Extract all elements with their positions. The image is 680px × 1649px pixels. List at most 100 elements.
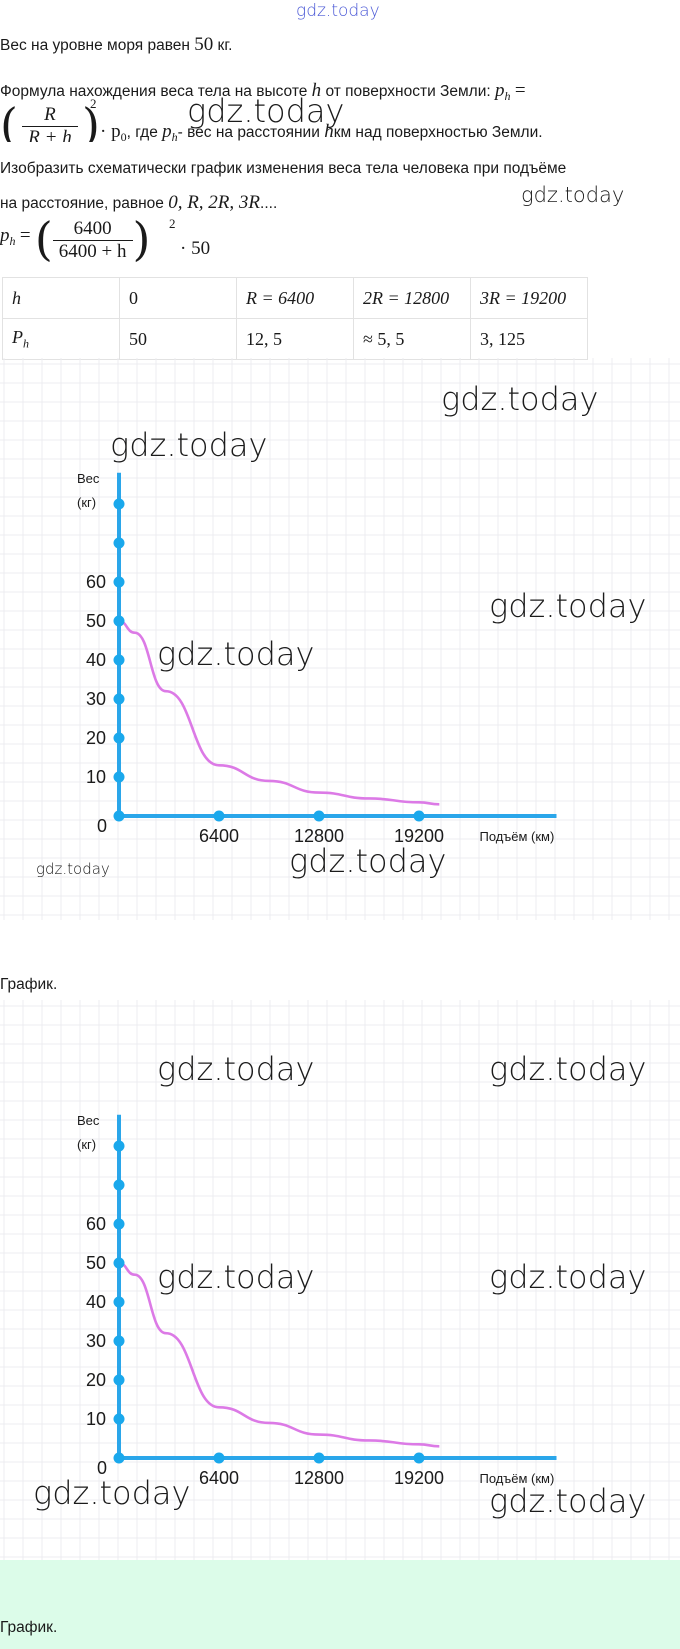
y-tick-label: 20 (86, 1370, 106, 1390)
text-fragment: на расстояние, равное (0, 195, 169, 212)
math-eq: = (514, 80, 526, 101)
y-tick-label: 0 (97, 1458, 107, 1478)
watermark-text: gdz.today (157, 635, 315, 673)
math-times: · p (100, 121, 121, 142)
table-cell: 50 (119, 318, 237, 360)
math-var: h (324, 121, 334, 142)
y-tick-dot (113, 693, 125, 705)
math-var: p (0, 225, 10, 246)
paren-open: ( (0, 100, 18, 142)
text-line-weight-sea-level: Вес на уровне моря равен 50 кг. (0, 34, 232, 56)
y-axis-title: Вес (77, 1113, 100, 1128)
y-tick-dot (113, 1452, 125, 1464)
y-tick-dot (113, 654, 125, 666)
row-header-main: P (12, 326, 23, 347)
y-tick-label: 10 (86, 767, 106, 787)
y-tick-dot (113, 1374, 125, 1386)
text-fragment: от поверхности Земли: (321, 83, 496, 100)
math-var: p (495, 80, 505, 101)
y-tick-dot (113, 1296, 125, 1308)
y-tick-dot (113, 810, 125, 822)
text-fragment: км над поверхностью Земли. (333, 124, 543, 141)
y-tick-dot (113, 771, 125, 783)
y-axis-title-unit: (кг) (77, 1137, 96, 1152)
table-row: Ph 50 12, 5 ≈ 5, 5 3, 125 (2, 318, 588, 360)
x-tick-label: 19200 (394, 1468, 444, 1488)
y-tick-dot (113, 615, 125, 627)
table-cell: ≈ 5, 5 (353, 318, 471, 360)
y-tick-dot (113, 1218, 125, 1230)
y-axis-title: Вес (77, 471, 100, 486)
x-tick-label: 6400 (199, 826, 239, 846)
watermark-text: gdz.today (441, 380, 599, 418)
weight-chart-2: 0 10 20 30 40 50 60 6400 12800 19200 Вес (кг) Подъём… (0, 1000, 680, 1560)
calc-times: · 50 (180, 238, 211, 259)
table-row: h 0 R = 6400 2R = 12800 3R = 19200 (2, 277, 588, 319)
table-cell: 3R = 19200 (470, 277, 588, 319)
table-row-header: Ph (2, 318, 120, 360)
y-tick-label: 60 (86, 1214, 106, 1234)
watermark-text: gdz.today (489, 1258, 647, 1296)
watermark-text: gdz.today (157, 1050, 315, 1088)
x-tick-label: 6400 (199, 1468, 239, 1488)
text-fragment: .... (260, 195, 278, 212)
text-line-formula-intro: Формула нахождения веса тела на высоте h… (0, 80, 526, 104)
chart-grid (0, 1000, 680, 1560)
text-fragment: - вес на расстоянии (177, 124, 325, 141)
x-axis-title: Подъём (км) (480, 1471, 555, 1486)
calc-exponent: 2 (169, 216, 176, 231)
y-tick-label: 40 (86, 1292, 106, 1312)
x-tick-dot (313, 810, 325, 822)
y-tick-dot (113, 1257, 125, 1269)
math-sub: h (9, 234, 16, 249)
y-tick-label: 60 (86, 572, 106, 592)
watermark-text: gdz.today (489, 1050, 647, 1088)
text-fragment: кг. (213, 37, 233, 54)
y-tick-label: 30 (86, 689, 106, 709)
math-sub: 0 (120, 130, 127, 145)
math-eq: = (19, 225, 31, 246)
x-tick-label: 19200 (394, 826, 444, 846)
formula-tail: · p0, где ph- вес на расстоянии hкм над … (100, 121, 543, 145)
y-tick-dot (113, 1140, 125, 1152)
y-tick-label: 50 (86, 611, 106, 631)
y-tick-dot (113, 498, 125, 510)
calc-fraction: 6400 6400 + h (52, 218, 133, 263)
y-tick-dot (113, 576, 125, 588)
watermark-text: gdz.today (489, 587, 647, 625)
text-task-line2: на расстояние, равное 0, R, 2R, 3R.... (0, 192, 277, 214)
calc-formula: ph = ( 6400 6400 + h ) (0, 216, 150, 273)
table-cell: 0 (119, 277, 237, 319)
x-axis-title: Подъём (км) (480, 829, 555, 844)
y-tick-label: 30 (86, 1331, 106, 1351)
watermark-text: gdz.today (33, 1474, 191, 1512)
site-watermark-link[interactable]: gdz.today (296, 1, 380, 21)
weight-chart-1: 0 10 20 30 40 50 60 6400 12800 19200 Вес (кг) Подъём… (0, 358, 680, 920)
watermark-text: gdz.today (36, 860, 110, 878)
chart-grid (0, 358, 680, 920)
watermark-text: gdz.today (157, 1258, 315, 1296)
y-tick-dot (113, 1413, 125, 1425)
y-tick-dot (113, 732, 125, 744)
fraction-denominator: R + h (22, 126, 78, 142)
watermark-text: gdz.today (289, 842, 447, 880)
y-tick-label: 20 (86, 728, 106, 748)
watermark-text: gdz.today (187, 92, 345, 130)
paren-open: ( (34, 212, 53, 266)
fraction-numerator: R (44, 104, 56, 126)
x-tick-label: 12800 (294, 1468, 344, 1488)
weight-curve (118, 619, 440, 806)
caption-graph-1: График. (0, 976, 58, 993)
footer-band (0, 1560, 680, 1649)
math-sub: h (171, 130, 178, 145)
table-cell: R = 6400 (236, 277, 354, 319)
y-tick-label: 40 (86, 650, 106, 670)
formula-row: ( R R + h ) (0, 100, 100, 142)
y-tick-label: 10 (86, 1409, 106, 1429)
math-var: p (162, 121, 172, 142)
weight-curve (118, 1261, 440, 1448)
x-tick-dot (313, 1452, 325, 1464)
formula-fraction: R R + h (22, 104, 78, 142)
paren-close: ) (132, 212, 151, 266)
fraction-numerator: 6400 (73, 218, 112, 240)
